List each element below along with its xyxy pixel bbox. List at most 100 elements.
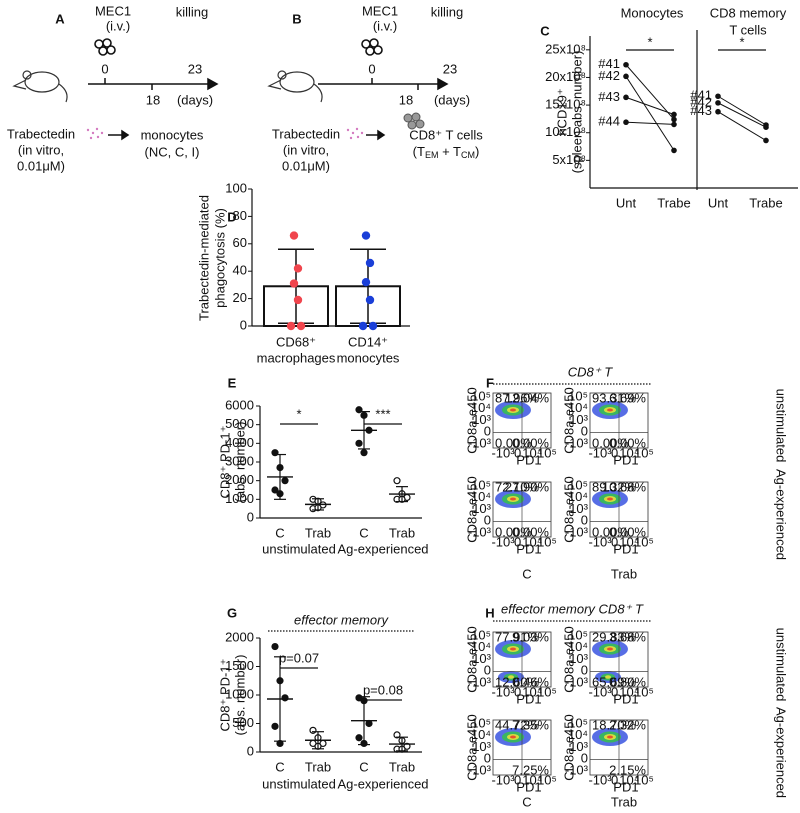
panel-label: G — [227, 605, 237, 620]
diagram-text: (NC, C, I) — [145, 144, 200, 159]
point — [671, 116, 677, 123]
flow-tick: 10⁵ — [471, 477, 491, 492]
flow-tick: 10⁵ — [537, 534, 557, 549]
flow-axis-label: CD8a-e450 — [464, 714, 479, 781]
quadrant-percent: 18.70% — [592, 717, 637, 732]
flow-tick: 10⁴ — [568, 727, 588, 742]
flow-tick: -10³ — [468, 674, 492, 689]
cell — [365, 46, 375, 56]
point — [623, 61, 629, 68]
cell — [373, 45, 383, 55]
point — [360, 449, 368, 457]
flow-tick: 10³ — [472, 651, 491, 666]
flow-tick: -10³ — [588, 445, 612, 460]
point — [393, 477, 401, 485]
flow-tick: 10⁴ — [522, 534, 542, 549]
x-tick-label: Trab — [305, 525, 331, 540]
dot — [355, 127, 359, 131]
flow-axis-label: PD1 — [613, 452, 638, 467]
x-tick-label: Trabe — [657, 195, 690, 210]
diagram-text: (days) — [177, 92, 213, 107]
group-label: unstimulated — [262, 541, 336, 556]
group-label: Ag-experienced — [337, 541, 428, 556]
point — [271, 486, 279, 494]
y-tick-label: 2000 — [225, 629, 254, 644]
point — [623, 119, 629, 126]
quadrant-percent: 27.90% — [505, 479, 550, 494]
diagram-text: killing — [176, 4, 209, 19]
point — [715, 100, 721, 106]
quadrant-percent: 12.04% — [505, 390, 550, 405]
quadrant-percent: 65.69% — [592, 674, 637, 689]
flow-tick: -10³ — [565, 435, 589, 450]
quadrant-percent: 0.00% — [512, 435, 549, 450]
series-line — [625, 64, 675, 120]
flow-density — [607, 647, 613, 651]
row-label: unstimulated — [774, 628, 789, 702]
diagram-text: 0.01μM) — [282, 158, 330, 173]
flow-tick: 10⁵ — [471, 715, 491, 730]
drug-dots-a — [86, 127, 104, 140]
cell — [369, 38, 379, 48]
series-line — [625, 76, 675, 151]
flow-tick: 10⁵ — [568, 627, 588, 642]
flow-tick: 10⁴ — [568, 489, 588, 504]
flow-density — [607, 497, 613, 501]
flow-tick: 10⁵ — [568, 715, 588, 730]
diagram-text: 0.01μM) — [17, 158, 65, 173]
flow-tick: 10⁵ — [634, 684, 654, 699]
flow-tick: 10⁴ — [619, 445, 639, 460]
x-tick-label: C — [359, 525, 368, 540]
cell — [411, 112, 421, 122]
point — [286, 321, 296, 331]
quadrant-percent: 44.72% — [495, 717, 540, 732]
quadrant-percent: 0.00% — [592, 435, 629, 450]
quadrant-percent: 0.00% — [495, 435, 532, 450]
dot — [86, 128, 90, 132]
quadrant-percent: 29.83% — [592, 629, 637, 644]
chart-title: T cells — [729, 22, 767, 37]
point — [281, 694, 289, 702]
flow-tick: 10⁴ — [619, 534, 639, 549]
flow-tick: 10⁵ — [471, 388, 491, 403]
point — [671, 121, 677, 128]
diagram-text: 23 — [188, 61, 202, 76]
flow-tick: 10³ — [472, 412, 491, 427]
chart-title: CD8 memory — [710, 5, 787, 20]
x-tick-label: CD68⁺ — [276, 334, 316, 349]
flow-tick: 10³ — [569, 739, 588, 754]
quadrant-percent: 2.32% — [609, 717, 646, 732]
flow-tick: -10³ — [468, 524, 492, 539]
flow-tick: 10⁵ — [634, 534, 654, 549]
y-axis-label: CD8⁺ PD-1⁺ — [217, 659, 232, 732]
series-line — [717, 111, 767, 141]
mouse-head — [12, 79, 27, 90]
y-tick-label: 5x10⁸ — [552, 152, 586, 167]
point — [365, 719, 373, 728]
flow-tick: 0 — [484, 424, 491, 439]
text-part: ) — [475, 144, 479, 159]
flow-tick: 10⁵ — [568, 388, 588, 403]
point — [623, 73, 629, 80]
flow-axis-label: PD1 — [613, 779, 638, 794]
flow-density — [605, 675, 611, 679]
flow-tick: 10⁴ — [522, 445, 542, 460]
mouse-tail — [58, 83, 68, 103]
significance: *** — [375, 406, 390, 421]
flow-density — [510, 647, 516, 651]
flow-tick: 0 — [611, 534, 618, 549]
row-label: Ag-experienced — [774, 469, 789, 560]
series-line — [717, 95, 767, 126]
series-label: #43 — [598, 89, 620, 104]
diagram-text: killing — [431, 4, 464, 19]
y-tick-label: 80 — [233, 208, 247, 223]
quadrant-percent: 6.69% — [609, 390, 646, 405]
flow-tick: 0 — [581, 751, 588, 766]
flow-axis-label: CD8a-e450 — [464, 476, 479, 543]
flow-density — [510, 408, 516, 412]
y-tick-label: 0 — [240, 317, 247, 332]
x-tick-label: CD14⁺ — [348, 334, 388, 349]
flow-tick: 0 — [581, 424, 588, 439]
y-tick-label: 0 — [247, 743, 254, 758]
point — [623, 94, 629, 101]
